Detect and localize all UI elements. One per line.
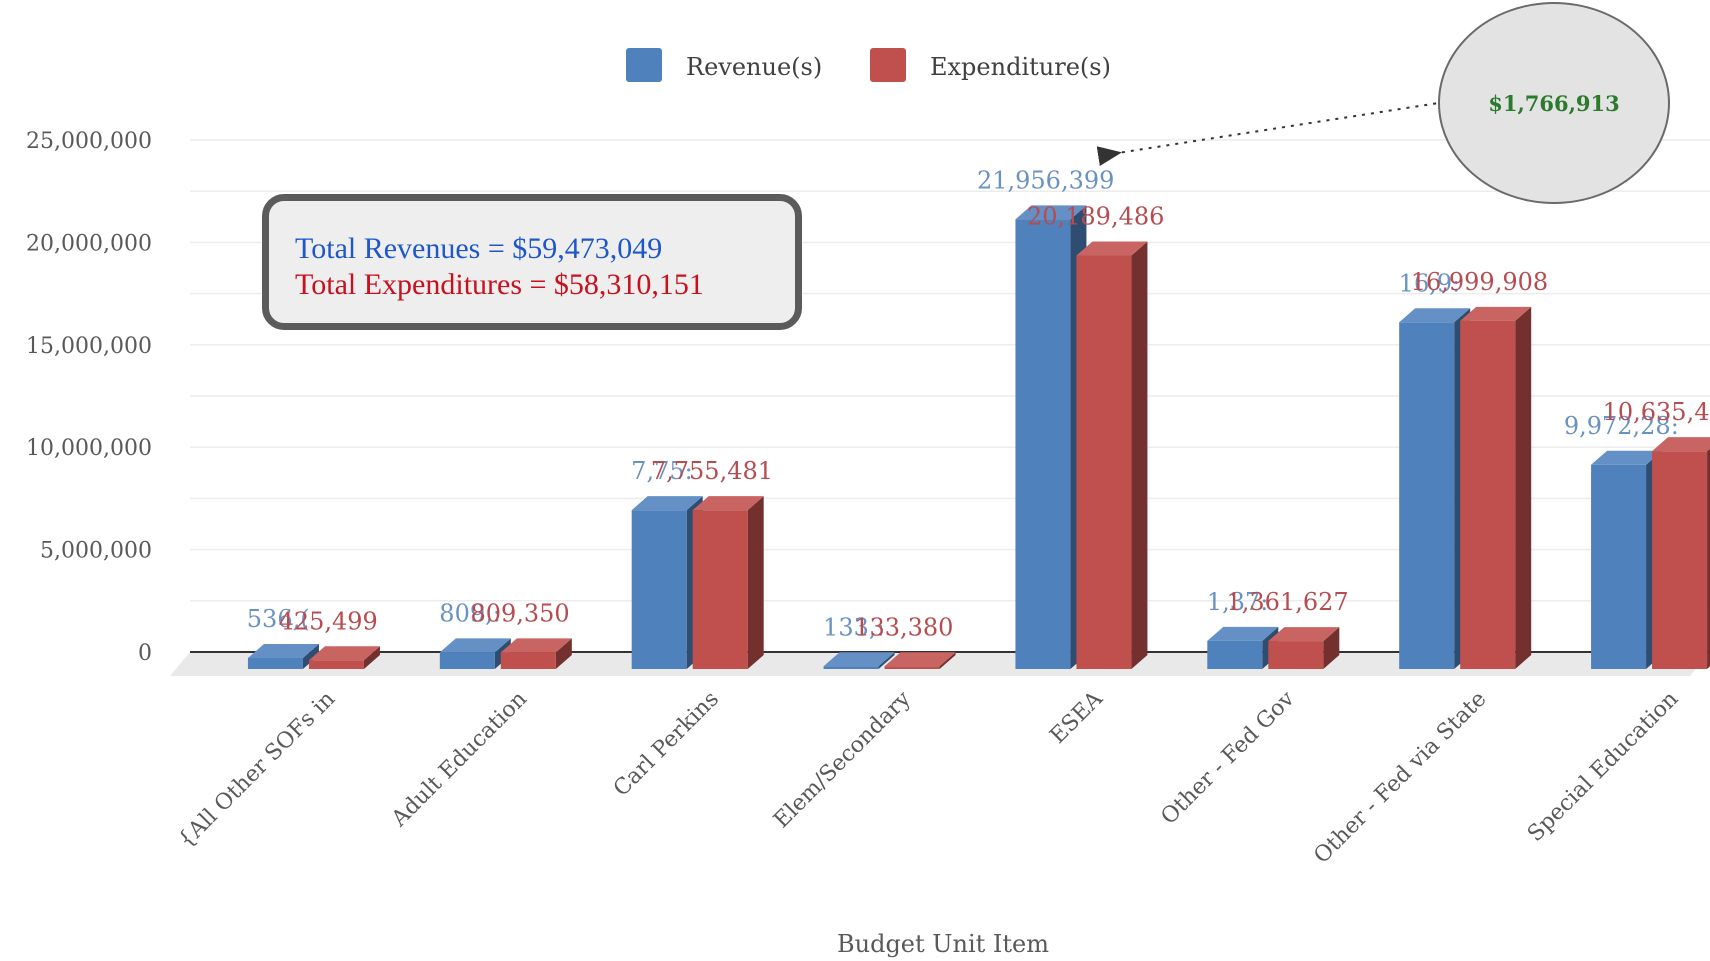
expenditure-bar	[308, 646, 380, 669]
data-labels: 536,(425,499 809,:809,350 7,75:7,755,481 13…	[247, 166, 1710, 641]
category-label: Other - Fed Gov	[1156, 686, 1300, 830]
category-label: Adult Education	[386, 687, 532, 833]
revenue-bar	[1399, 308, 1471, 669]
totals-annotation-box: Total Revenues = $59,473,049 Total Expen…	[262, 194, 802, 330]
expenditure-data-label: 809,350	[470, 599, 569, 627]
category-label: Elem/Secondary	[769, 686, 916, 833]
revenue-bar	[823, 652, 895, 669]
expenditure-data-label: 7,755,481	[651, 457, 773, 485]
callout-value: $1,766,913	[1488, 90, 1620, 116]
revenue-data-label: 7,75:	[631, 457, 693, 485]
revenue-data-label: 809,:	[439, 599, 501, 627]
revenue-data-label: 1,37:	[1207, 588, 1269, 616]
category-label: Carl Perkins	[609, 687, 724, 802]
x-axis-category-labels: {All Other SOFs in Adult Education Carl Pe…	[174, 686, 1684, 869]
expenditure-bar	[692, 496, 764, 669]
revenue-bar	[439, 638, 511, 669]
legend-label-expenditure: Expenditure(s)	[930, 53, 1111, 81]
revenue-data-label: 9,972,28:	[1564, 412, 1679, 440]
expenditure-data-label: 425,499	[279, 607, 378, 635]
callout-arrow	[1096, 101, 1446, 166]
difference-callout-bubble: $1,766,913	[1438, 2, 1670, 204]
revenue-data-label: 21,956,399	[977, 166, 1114, 194]
expenditure-bar	[1652, 437, 1710, 669]
y-tick-label: 15,000,000	[26, 334, 152, 359]
expenditure-data-label: 133,380	[854, 613, 953, 641]
revenue-data-label: 16,9:	[1399, 269, 1461, 297]
total-revenues-text: Total Revenues = $59,473,049	[295, 232, 663, 265]
expenditure-data-label: 10,635,420	[1603, 398, 1710, 426]
revenue-bar	[1591, 450, 1663, 669]
category-label: Other - Fed via State	[1309, 687, 1491, 869]
legend-swatch-revenue	[626, 48, 662, 82]
y-tick-label: 10,000,000	[26, 436, 152, 461]
expenditure-bar	[500, 638, 572, 669]
y-axis-ticks: 0 5,000,000 10,000,000 15,000,000 20,000,000…	[26, 129, 152, 666]
expenditure-bar	[1076, 241, 1148, 669]
x-axis-title: Budget Unit Item	[837, 930, 1049, 958]
revenue-bar	[1207, 626, 1279, 669]
category-label: {All Other SOFs in	[174, 687, 340, 853]
y-tick-label: 5,000,000	[40, 539, 152, 564]
expenditure-bar	[884, 652, 956, 669]
expenditure-data-label: 16,999,908	[1411, 268, 1548, 296]
category-label: Special Education	[1523, 687, 1683, 847]
y-tick-label: 20,000,000	[26, 231, 152, 256]
legend-label-revenue: Revenue(s)	[686, 53, 822, 81]
revenue-data-label: 536,(	[247, 605, 310, 633]
bars	[247, 205, 1710, 669]
expenditure-bar	[1268, 627, 1340, 669]
total-expenditures-text: Total Expenditures = $58,310,151	[295, 268, 704, 301]
category-label: ESEA	[1045, 686, 1108, 749]
revenue-bar	[631, 496, 703, 669]
revenue-bar	[1015, 205, 1087, 669]
expenditure-data-label: 20,189,486	[1027, 203, 1164, 231]
y-tick-label: 25,000,000	[26, 129, 152, 154]
y-tick-label: 0	[138, 641, 152, 666]
expenditure-data-label: 1,361,627	[1226, 588, 1348, 616]
revenue-bar	[247, 644, 319, 669]
legend-swatch-expenditure	[870, 48, 906, 82]
revenue-data-label: 133,:	[823, 613, 885, 641]
expenditure-bar	[1460, 306, 1532, 669]
legend: Revenue(s) Expenditure(s)	[626, 48, 1111, 82]
